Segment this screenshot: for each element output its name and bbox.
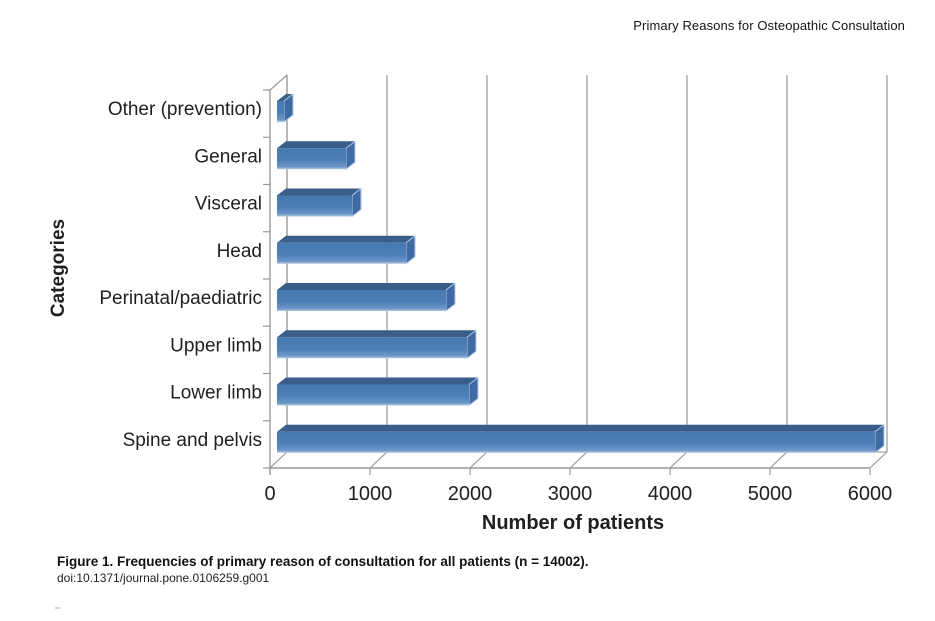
bar-front-face [277,148,346,170]
bar-perinatal-paediatric [277,281,456,313]
figure-caption-block: Figure 1. Frequencies of primary reason … [57,553,817,586]
bar-front-face [277,242,406,264]
bar-front-face [277,101,284,122]
figure-doi: doi:10.1371/journal.pone.0106259.g001 [57,571,270,585]
value-tick-connector-4000 [669,451,688,469]
bar-top-face [277,235,415,243]
x-tick-label: 5000 [748,483,793,505]
value-tick-connector-5000 [769,451,788,469]
running-header: Primary Reasons for Osteopathic Consulta… [633,18,905,33]
bar-spine-and-pelvis [277,423,885,454]
bar-top-face [277,424,884,432]
x-tick-label: 4000 [648,483,693,505]
category-label: Lower limb [170,383,262,404]
bar-top-face [277,188,361,196]
bar-front-face [277,431,875,453]
figure-caption: Figure 1. Frequencies of primary reason … [57,554,589,569]
x-tick-label: 6000 [848,483,893,505]
bar-general [277,140,356,171]
bar-upper-limb [277,329,477,360]
value-tick-connector-3000 [569,451,588,469]
bar-chart-figure: Other (prevention) General Visceral Head Per… [48,74,893,534]
bar-front-face [277,337,467,359]
bar-head [277,234,416,265]
bar-top-face [277,94,293,101]
category-label: Perinatal/paediatric [99,288,262,309]
bar-visceral [277,187,362,218]
x-tick-label: 2000 [448,483,493,505]
bar-top-face [277,330,476,338]
wall-top-edge [269,74,288,91]
y-axis-title: Categories [48,219,69,317]
stray-mark [55,607,60,609]
category-label: Other (prevention) [108,99,262,120]
bar-top-face [277,377,478,385]
bar-front-face [277,195,352,217]
bar-front-face [277,290,446,311]
value-tick-connector-1000 [369,451,388,469]
category-label: General [194,146,262,167]
x-tick-label: 1000 [348,483,393,505]
bar-other-prevention- [277,92,294,124]
x-tick-label: 0 [264,483,275,505]
category-label: Visceral [195,194,262,215]
value-tick-connector-2000 [469,451,488,469]
category-label: Spine and pelvis [123,430,262,451]
bar-front-face [277,384,469,406]
category-label: Head [217,241,262,262]
bar-top-face [277,283,455,290]
x-tick-label: 3000 [548,483,593,505]
bar-top-face [277,141,355,149]
bar-lower-limb [277,376,479,407]
x-axis-title: Number of patients [482,512,664,534]
value-tick-connector-6000 [869,451,888,469]
category-label: Upper limb [170,335,262,356]
value-tick-connector-0 [269,451,288,469]
